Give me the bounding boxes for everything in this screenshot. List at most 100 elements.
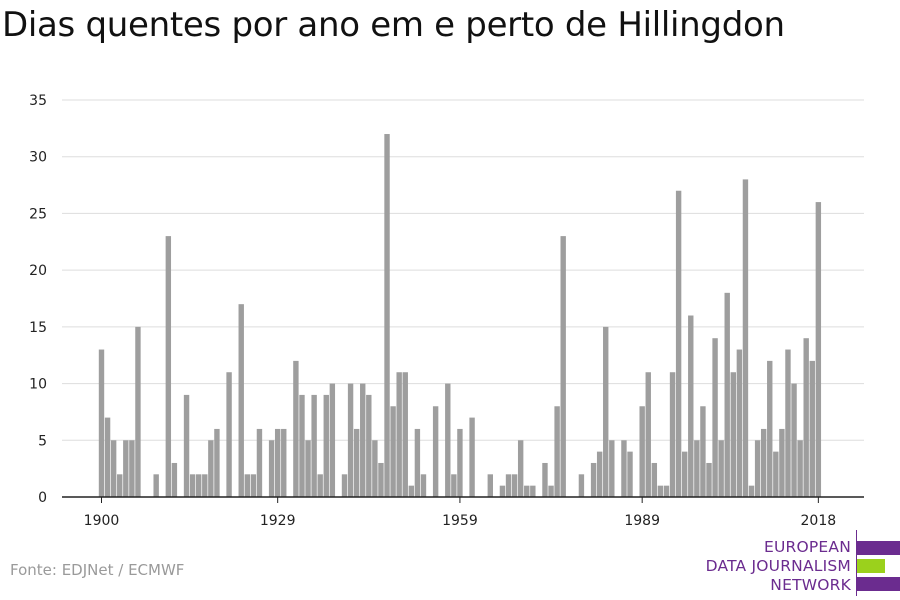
bar-1986 — [621, 440, 627, 497]
bar-1915 — [189, 474, 196, 497]
bar-1987 — [627, 451, 633, 497]
bar-1967 — [505, 474, 512, 497]
bar-1947 — [384, 134, 390, 497]
bar-2010 — [767, 360, 773, 497]
bar-2006 — [742, 179, 749, 497]
edjnet-logo: EUROPEAN DATA JOURNALISM NETWORK — [700, 530, 900, 600]
bar-1943 — [360, 383, 366, 497]
bar-1982 — [596, 451, 603, 497]
bar-2012 — [779, 428, 785, 497]
bar-1925 — [250, 474, 257, 497]
bar-1921 — [226, 372, 232, 497]
bar-1935 — [311, 394, 317, 497]
bar-1979 — [578, 474, 585, 497]
x-tick-label: 1989 — [624, 513, 660, 529]
bar-1917 — [202, 474, 208, 497]
bar-1941 — [347, 383, 354, 497]
bar-1976 — [560, 236, 566, 498]
bar-1970 — [524, 485, 530, 497]
bar-1948 — [390, 406, 396, 497]
bar-1930 — [281, 428, 287, 497]
bar-1989 — [639, 406, 645, 497]
bar-1903 — [117, 474, 123, 497]
logo-divider — [856, 530, 857, 596]
logo-line-1: EUROPEAN — [763, 538, 851, 556]
bar-2008 — [754, 440, 761, 497]
bar-1934 — [305, 440, 311, 497]
bar-1951 — [408, 485, 415, 497]
y-tick-label: 0 — [38, 490, 47, 506]
bar-1950 — [402, 372, 408, 497]
bar-1999 — [700, 406, 706, 497]
bar-1990 — [645, 372, 651, 497]
logo-bar-purple-top — [857, 541, 900, 555]
bar-1975 — [554, 406, 560, 497]
bar-1911 — [165, 236, 172, 498]
bar-1926 — [256, 428, 263, 497]
bar-1983 — [603, 326, 609, 497]
bar-1928 — [268, 440, 275, 497]
logo-bar-purple-bottom — [857, 577, 900, 591]
y-tick-label: 10 — [29, 377, 47, 393]
bar-1994 — [669, 372, 676, 497]
y-tick-label: 20 — [29, 263, 47, 279]
logo-line-2: DATA JOURNALISM — [705, 557, 851, 575]
x-tick-label: 1929 — [260, 513, 296, 529]
bar-1944 — [366, 394, 372, 497]
bar-1942 — [353, 428, 360, 497]
bar-2000 — [706, 462, 712, 497]
bar-1909 — [153, 474, 159, 497]
bar-1996 — [682, 451, 688, 497]
x-axis-ticks: 1900 1929 1959 1989 2018 — [84, 497, 836, 529]
bar-1900 — [98, 349, 105, 497]
bar-1969 — [517, 440, 524, 497]
bar-1940 — [341, 474, 348, 497]
bar-1932 — [293, 360, 299, 497]
bar-1971 — [530, 485, 536, 497]
bar-1957 — [445, 383, 451, 497]
bar-1906 — [135, 326, 141, 497]
bar-2017 — [809, 360, 815, 497]
bar-1992 — [657, 485, 664, 497]
bar-1937 — [323, 394, 329, 497]
bar-2003 — [724, 292, 730, 497]
y-tick-label: 35 — [29, 93, 47, 109]
source-note: Fonte: EDJNet / ECMWF — [10, 561, 185, 579]
bar-1959 — [457, 428, 463, 497]
bar-1923 — [238, 304, 244, 497]
y-tick-label: 15 — [29, 320, 47, 336]
bar-2014 — [791, 383, 797, 497]
logo-line-3: NETWORK — [770, 576, 851, 594]
bar-1929 — [274, 428, 281, 497]
bar-1905 — [129, 440, 135, 497]
chart-title: Dias quentes por ano em e perto de Hilli… — [2, 5, 785, 45]
bar-1924 — [244, 474, 250, 497]
bar-2013 — [785, 349, 791, 497]
bar-1961 — [469, 417, 475, 497]
bar-1952 — [414, 428, 421, 497]
y-axis-ticks: 0 5 10 15 20 25 30 35 — [29, 93, 47, 506]
bar-1936 — [317, 474, 323, 497]
bar-2018 — [815, 202, 822, 497]
bar-1997 — [688, 315, 694, 497]
bar-1974 — [548, 485, 554, 497]
grid-lines — [62, 99, 864, 441]
bar-2011 — [773, 451, 779, 497]
bar-1993 — [663, 485, 670, 497]
bar-2001 — [712, 338, 718, 497]
bar-1901 — [104, 417, 111, 497]
bar-1995 — [675, 190, 682, 498]
bar-1981 — [590, 462, 597, 497]
bar-1964 — [487, 474, 493, 497]
bar-1953 — [420, 474, 427, 497]
y-tick-label: 5 — [38, 433, 47, 449]
bar-1933 — [299, 394, 305, 497]
bars — [98, 134, 822, 498]
x-tick-label: 1959 — [442, 513, 478, 529]
y-tick-label: 25 — [29, 206, 47, 222]
bar-2002 — [718, 440, 724, 497]
x-tick-label: 2018 — [801, 513, 837, 529]
bar-1904 — [123, 440, 129, 497]
bar-1938 — [329, 383, 336, 497]
